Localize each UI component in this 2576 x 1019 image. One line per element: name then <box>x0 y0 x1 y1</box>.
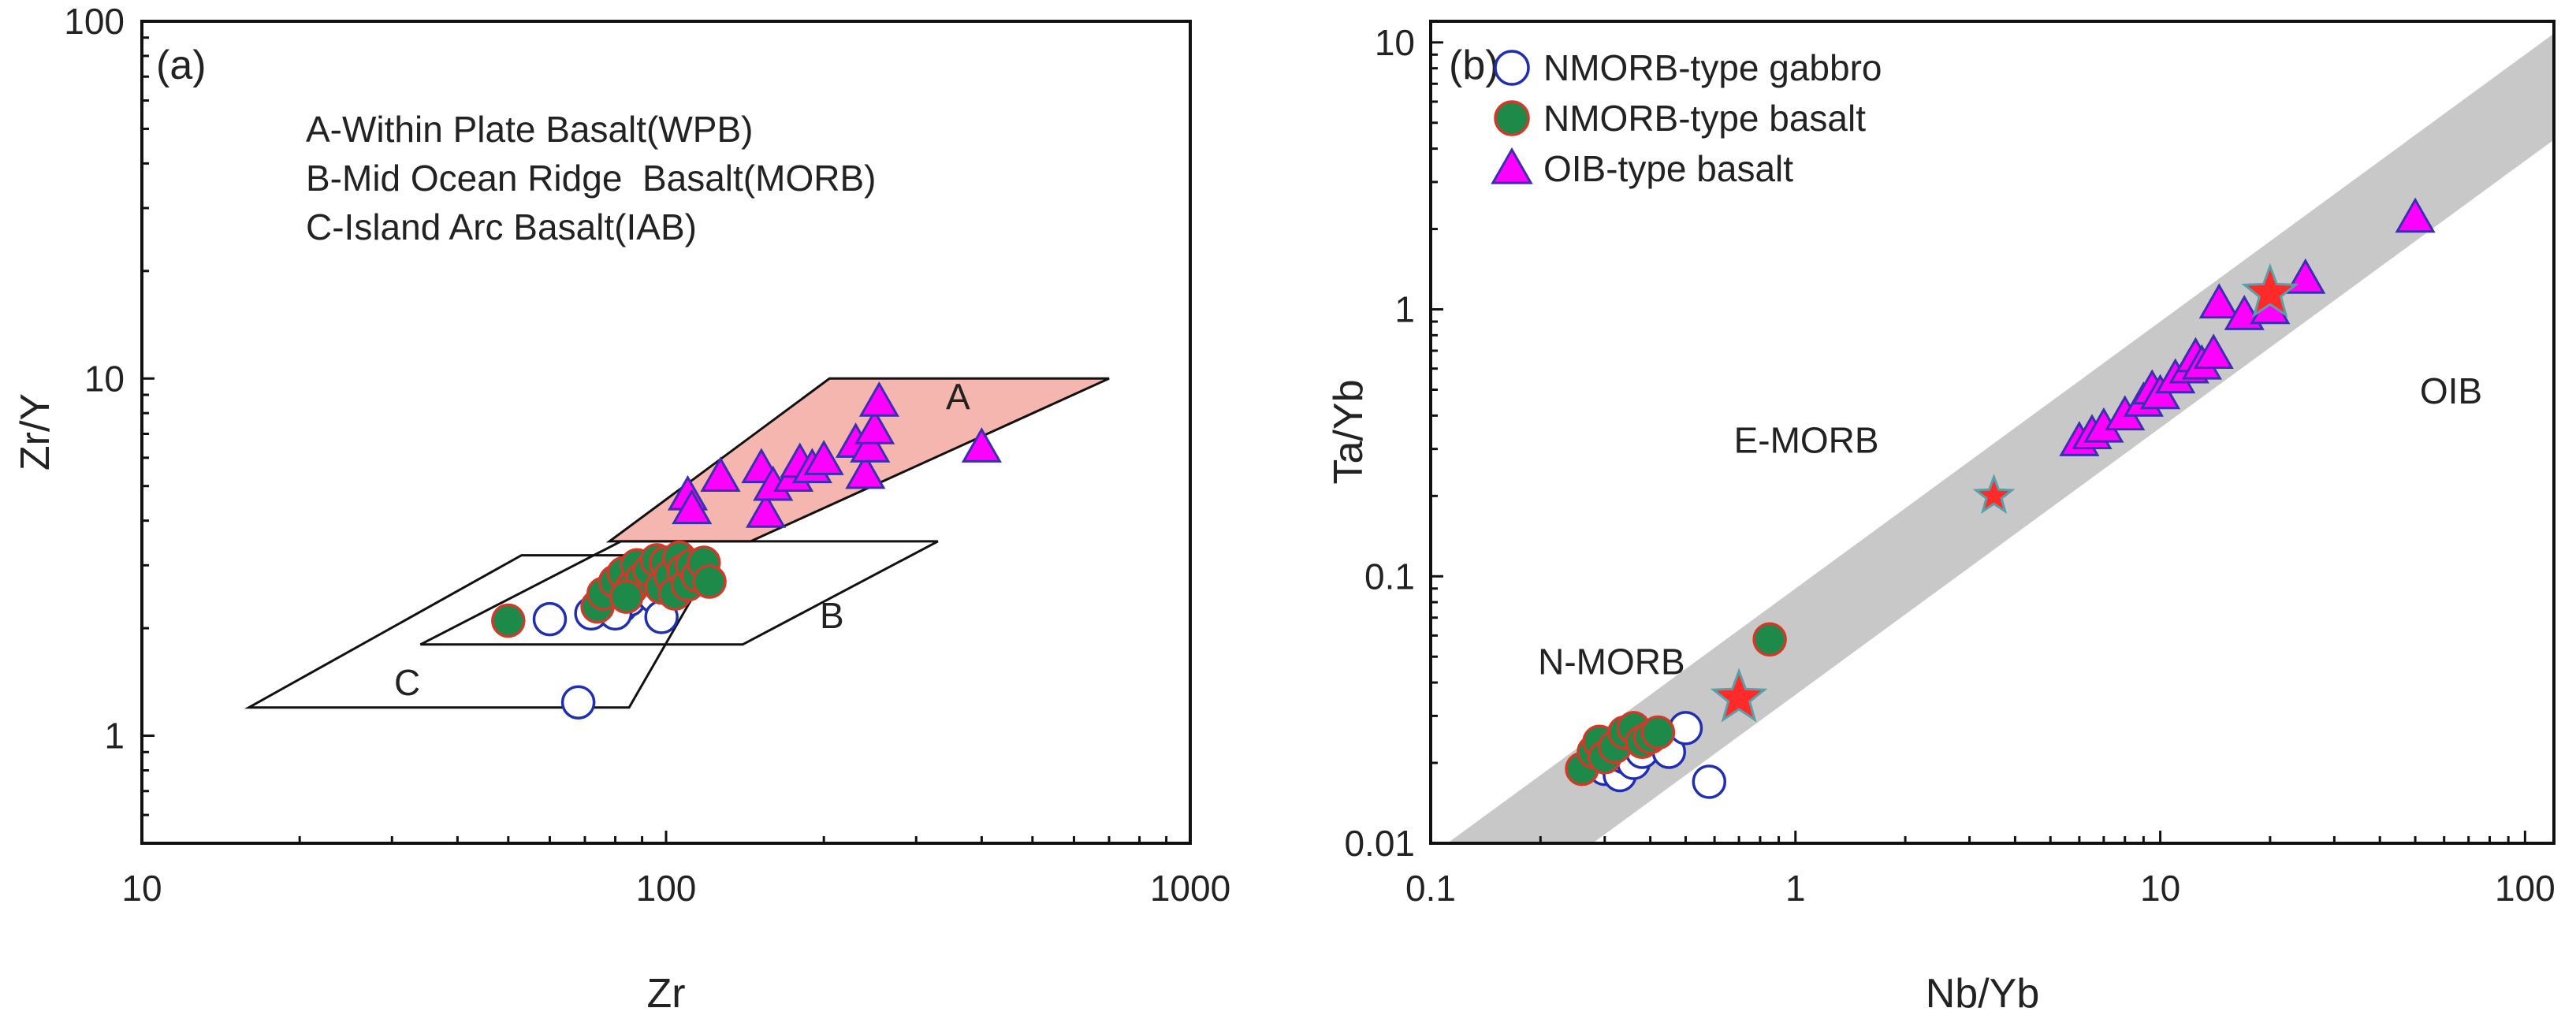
legend-label-1: NMORB-type basalt <box>1543 98 1866 139</box>
legend-line-1: A-Within Plate Basalt(WPB) <box>306 109 753 150</box>
point-a-s2-14 <box>858 381 899 417</box>
y-tick-label-b: 0.1 <box>1364 556 1415 597</box>
x-axis-label-b: Nb/Yb <box>1926 971 2040 1017</box>
region-b <box>419 540 939 646</box>
panel-label-b: (b) <box>1449 43 1499 88</box>
legend-marker-2 <box>1491 147 1533 184</box>
y-tick-label-a: 1 <box>104 716 125 757</box>
x-tick-label-a: 1000 <box>1150 868 1230 909</box>
point-a-s1-21 <box>609 579 644 614</box>
point-a-s2-9 <box>803 440 844 475</box>
legend-label-2: OIB-type basalt <box>1543 148 1793 189</box>
reference-star-n-morb <box>1710 668 1768 723</box>
panel-label-a: (a) <box>156 43 207 88</box>
point-a-s2-12 <box>850 427 891 463</box>
point-b-s0-10 <box>1692 764 1727 799</box>
reference-star-e-morb <box>1972 474 2016 515</box>
x-tick-label-b: 10 <box>2140 868 2180 909</box>
y-axis-label-b: Ta/Yb <box>1326 380 1372 485</box>
point-b-s1-9 <box>1640 715 1676 750</box>
point-a-s1-0 <box>491 603 526 638</box>
reference-label-n-morb: N-MORB <box>1538 642 1685 682</box>
legend-label-0: NMORB-type gabbro <box>1543 47 1882 88</box>
point-a-s2-4 <box>745 493 787 528</box>
x-tick-label-b: 1 <box>1785 868 1806 909</box>
point-a-s2-1 <box>672 489 713 525</box>
x-tick-label-b: 0.1 <box>1405 868 1456 909</box>
legend-marker-1 <box>1494 100 1530 136</box>
point-b-s1-10 <box>1752 622 1787 657</box>
y-tick-label-a: 100 <box>64 1 125 42</box>
panel-a: 10 100 1000 1 10 100 (a) A-Within Plate Basal… <box>13 1 1230 1017</box>
point-a-s0-1 <box>560 685 596 720</box>
reference-label-oib: OIB <box>2420 370 2482 411</box>
point-a-s2-11 <box>845 453 886 489</box>
point-b-s2-12 <box>2198 283 2239 319</box>
reference-stars: N-MORB E-MORB OIB <box>1538 262 2482 723</box>
y-tick-label-b: 1 <box>1394 289 1415 330</box>
plot-frame-b <box>1429 20 2556 845</box>
point-b-s2-16 <box>2395 197 2436 233</box>
x-axis-label-a: Zr <box>646 971 685 1017</box>
x-tick-label-a: 10 <box>121 868 162 909</box>
axes-a: 10 100 1000 1 10 100 <box>64 1 1230 909</box>
point-b-s0-9 <box>1668 711 1703 746</box>
y-tick-label-a: 10 <box>84 358 125 399</box>
y-axis-label-a: Zr/Y <box>13 393 58 470</box>
legend-b: NMORB-type gabbro NMORB-type basalt OIB-ty… <box>1491 47 1882 189</box>
reference-star-oib <box>2241 262 2299 318</box>
y-tick-label-b: 0.01 <box>1344 823 1415 864</box>
region-label-b: B <box>820 595 844 636</box>
legend-line-3: C-Island Arc Basalt(IAB) <box>306 206 697 247</box>
point-a-s2-2 <box>700 456 741 493</box>
point-a-s2-15 <box>961 427 1002 463</box>
x-tick-label-a: 100 <box>636 868 697 909</box>
data-points <box>491 381 1002 720</box>
point-a-s0-0 <box>532 601 568 637</box>
region-label-a: A <box>946 376 970 417</box>
mantle-array-band <box>1447 33 2554 843</box>
point-b-s2-11 <box>2193 333 2234 370</box>
point-a-s1-20 <box>692 564 727 599</box>
y-tick-label-b: 10 <box>1375 22 1415 63</box>
mantle-array-band-shape <box>1447 33 2554 843</box>
legend-line-2: B-Mid Ocean Ridge Basalt(MORB) <box>306 158 876 199</box>
x-tick-label-b: 100 <box>2495 868 2556 909</box>
region-label-c: C <box>394 662 420 703</box>
legend-marker-0 <box>1494 50 1530 86</box>
point-a-s2-13 <box>854 408 895 444</box>
reference-label-e-morb: E-MORB <box>1734 419 1879 460</box>
data-points-b <box>1565 197 2436 799</box>
